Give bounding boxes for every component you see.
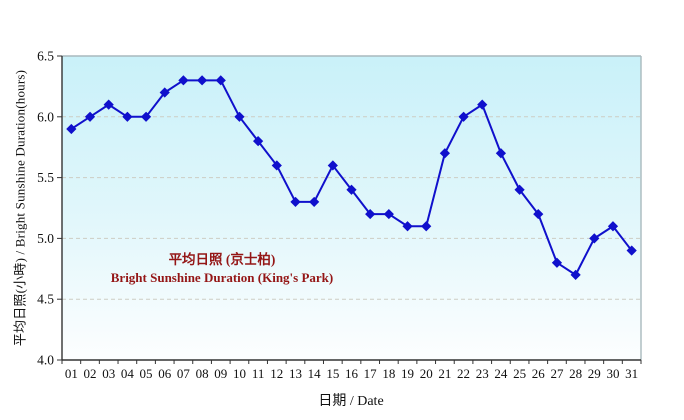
y-tick-label: 6.0: [37, 109, 54, 124]
x-tick-label: 02: [84, 366, 97, 381]
y-tick-label: 5.5: [37, 170, 54, 185]
x-tick-label: 26: [532, 366, 546, 381]
data-point-marker: [327, 160, 338, 171]
data-point-marker: [477, 99, 488, 110]
x-tick-label: 24: [494, 366, 508, 381]
series-label-chinese: 平均日照 (京士柏): [168, 252, 276, 267]
y-tick-label: 6.5: [37, 49, 54, 64]
x-tick-label: 27: [550, 366, 564, 381]
x-tick-label: 23: [476, 366, 489, 381]
x-axis-title: 日期 / Date: [318, 394, 384, 409]
x-tick-label: 03: [102, 366, 115, 381]
data-point-marker: [458, 111, 469, 122]
y-tick-label: 4.0: [37, 353, 54, 368]
x-tick-label: 29: [588, 366, 601, 381]
data-point-marker: [271, 160, 282, 171]
x-tick-label: 07: [177, 366, 191, 381]
data-point-marker: [570, 269, 581, 280]
data-point-marker: [290, 196, 301, 208]
data-point-marker: [253, 136, 264, 147]
x-tick-label: 10: [233, 366, 246, 381]
x-tick-label: 09: [214, 366, 227, 381]
x-tick-label: 25: [513, 366, 526, 381]
x-tick-label: 14: [308, 366, 322, 381]
data-point-marker: [309, 196, 320, 208]
x-tick-label: 06: [158, 366, 172, 381]
data-point-marker: [234, 111, 245, 122]
x-tick-label: 28: [569, 366, 582, 381]
x-tick-label: 21: [438, 366, 451, 381]
y-axis-title: 平均日照(小時) / Bright Sunshine Duration(hour…: [12, 69, 28, 347]
data-point-marker: [533, 208, 544, 220]
y-tick-label: 5.0: [37, 231, 54, 246]
data-point-marker: [103, 99, 114, 110]
x-tick-label: 01: [65, 366, 78, 381]
data-point-marker: [178, 75, 189, 86]
data-point-marker: [421, 221, 432, 232]
series-annotation: 平均日照 (京士柏) Bright Sunshine Duration (Kin…: [106, 252, 338, 286]
x-tick-label: 20: [420, 366, 433, 381]
x-tick-label: 22: [457, 366, 470, 381]
x-tick-label: 05: [140, 366, 153, 381]
data-point-marker: [626, 245, 637, 256]
x-tick-label: 13: [289, 366, 302, 381]
data-point-marker: [140, 111, 152, 122]
data-point-marker: [589, 233, 600, 244]
data-point-marker: [122, 111, 133, 122]
x-tick-label: 11: [252, 366, 265, 381]
data-point-marker: [383, 208, 394, 220]
data-point-marker: [84, 111, 96, 122]
x-tick-label: 30: [606, 366, 619, 381]
plot-area: [62, 56, 641, 360]
data-point-marker: [66, 123, 77, 135]
data-point-marker: [514, 184, 525, 195]
data-point-marker: [439, 148, 450, 159]
y-tick-label: 4.5: [37, 292, 54, 307]
x-tick-label: 19: [401, 366, 414, 381]
x-tick-label: 04: [121, 366, 135, 381]
x-tick-label: 08: [196, 366, 209, 381]
data-point-marker: [495, 148, 507, 159]
x-tick-label: 12: [270, 366, 283, 381]
series-label-english: Bright Sunshine Duration (King's Park): [110, 269, 334, 285]
x-tick-label: 16: [345, 366, 359, 381]
x-tick-label: 18: [382, 366, 395, 381]
x-tick-label: 31: [625, 366, 638, 381]
data-point-marker: [346, 184, 357, 195]
data-point-marker: [607, 221, 619, 232]
data-point-marker: [551, 257, 563, 268]
x-tick-label: 17: [364, 366, 378, 381]
data-point-marker: [159, 87, 170, 98]
data-point-marker: [365, 208, 376, 220]
x-tick-label: 15: [326, 366, 339, 381]
data-point-marker: [215, 75, 226, 86]
data-point-marker: [196, 75, 208, 86]
data-point-marker: [402, 221, 413, 232]
